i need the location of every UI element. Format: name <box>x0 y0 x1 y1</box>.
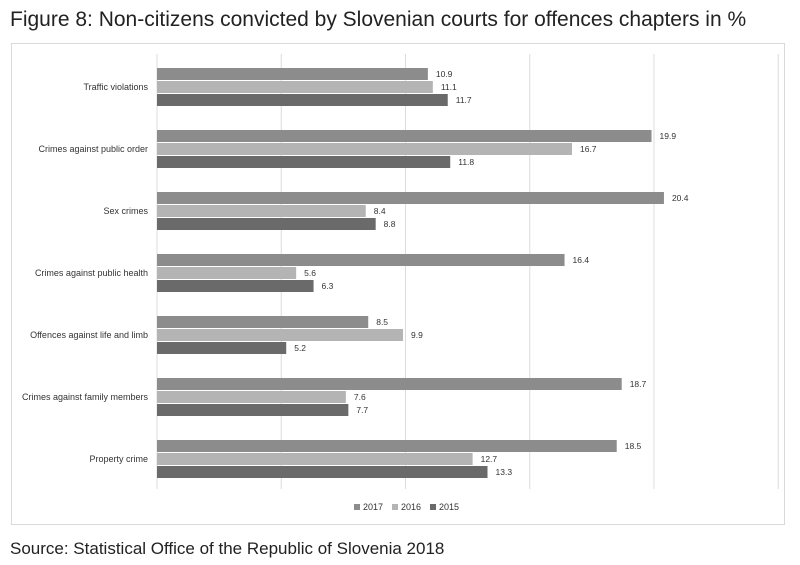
value-label: 20.4 <box>672 193 689 203</box>
legend-label-2017: 2017 <box>363 502 383 512</box>
value-label: 8.4 <box>374 206 386 216</box>
bar-2015 <box>157 280 314 292</box>
bar-2017 <box>157 68 428 80</box>
legend-label-2015: 2015 <box>439 502 459 512</box>
legend: 2017 2016 2015 <box>354 502 459 512</box>
value-label: 11.8 <box>458 157 474 167</box>
chart-frame: Traffic violations 10.9 11.1 11.7 Crimes aga… <box>11 43 785 525</box>
figure-title: Figure 8: Non-citizens convicted by Slov… <box>10 8 747 31</box>
bar-2016 <box>157 453 473 465</box>
value-label: 5.2 <box>294 343 306 353</box>
value-label: 8.5 <box>376 317 388 327</box>
legend-label-2016: 2016 <box>401 502 421 512</box>
value-label: 7.7 <box>356 405 368 415</box>
legend-swatch-2016 <box>392 504 398 510</box>
value-label: 9.9 <box>411 330 423 340</box>
value-label: 10.9 <box>436 69 453 79</box>
value-label: 6.3 <box>322 281 334 291</box>
grid-lines <box>156 54 779 489</box>
bar-2016 <box>157 391 346 403</box>
value-label: 12.7 <box>481 454 498 464</box>
bar-2016 <box>157 267 297 279</box>
value-label: 11.1 <box>441 82 457 92</box>
category-label: Offences against life and limb <box>30 330 148 340</box>
bar-2017 <box>157 254 565 266</box>
value-label: 8.8 <box>384 219 396 229</box>
bar-2015 <box>157 404 349 416</box>
bar-2016 <box>157 81 433 93</box>
value-label: 18.5 <box>625 441 642 451</box>
value-label: 16.7 <box>580 144 597 154</box>
bars <box>157 68 664 478</box>
category-label: Sex crimes <box>103 206 148 216</box>
source-note: Source: Statistical Office of the Republ… <box>10 539 445 558</box>
bar-2015 <box>157 466 488 478</box>
bar-chart: Traffic violations 10.9 11.1 11.7 Crimes aga… <box>22 54 779 512</box>
bar-2017 <box>157 440 617 452</box>
value-label: 13.3 <box>496 467 513 477</box>
value-label: 5.6 <box>304 268 316 278</box>
category-label: Crimes against public order <box>38 144 148 154</box>
category-label: Property crime <box>89 454 148 464</box>
bar-2015 <box>157 156 451 168</box>
bar-2017 <box>157 192 664 204</box>
bar-2016 <box>157 143 572 155</box>
bar-2015 <box>157 218 376 230</box>
value-label: 7.6 <box>354 392 366 402</box>
category-label: Traffic violations <box>83 82 148 92</box>
bar-2017 <box>157 378 622 390</box>
value-label: 11.7 <box>456 95 472 105</box>
bar-2016 <box>157 329 404 341</box>
labels: Traffic violations 10.9 11.1 11.7 Crimes aga… <box>22 69 689 477</box>
value-label: 18.7 <box>630 379 647 389</box>
bar-2017 <box>157 130 652 142</box>
legend-swatch-2015 <box>430 504 436 510</box>
bar-2016 <box>157 205 366 217</box>
bar-2015 <box>157 342 287 354</box>
category-label: Crimes against family members <box>22 392 149 402</box>
value-label: 19.9 <box>660 131 677 141</box>
value-label: 16.4 <box>573 255 590 265</box>
category-label: Crimes against public health <box>35 268 148 278</box>
bar-2017 <box>157 316 369 328</box>
bar-2015 <box>157 94 448 106</box>
legend-swatch-2017 <box>354 504 360 510</box>
